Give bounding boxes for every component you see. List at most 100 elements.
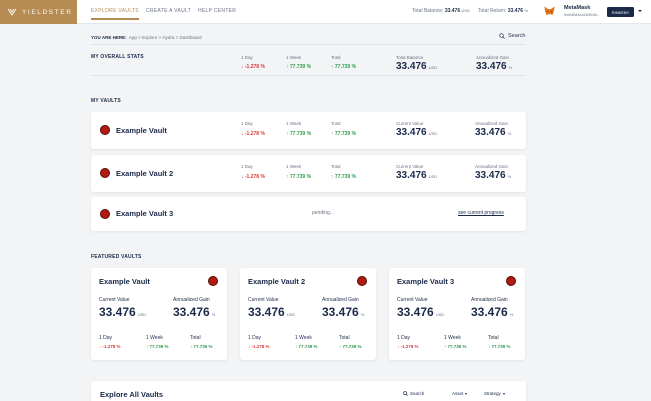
vault-current-label: Current Value	[396, 121, 424, 126]
vault-day-label: 1 Day	[241, 164, 253, 169]
featured-current-label: Current Value	[397, 297, 428, 303]
search-label: Search	[508, 33, 526, 39]
featured-total-label: Total	[190, 335, 201, 341]
featured-day-value: ↓ -1.278 %	[248, 344, 270, 349]
featured-day-label: 1 Day	[397, 335, 411, 341]
featured-vault-card[interactable]: Example Vault Current Value 33.476 USD An…	[91, 268, 227, 360]
overall-total-label: Total	[331, 55, 341, 60]
chevron-down-icon	[465, 392, 468, 395]
wallet-address: 0x6d5d3a41b5b3e...	[564, 12, 601, 17]
featured-day-value: ↓ -1.278 %	[99, 344, 121, 349]
featured-current-label: Current Value	[248, 297, 279, 303]
vault-row[interactable]: Example Vault 1 Day ↓ -1.278 % 1 Week ↑ …	[91, 112, 526, 149]
vault-day-label: 1 Day	[241, 121, 253, 126]
vault-icon	[506, 276, 516, 286]
brand-logo[interactable]: YIELDSTER	[0, 0, 77, 24]
featured-gain-value: 33.476%	[173, 305, 216, 319]
network-badge[interactable]: RINKEBY	[607, 7, 634, 17]
vault-gain-value: 33.476%	[475, 170, 512, 181]
featured-week-label: 1 Week	[295, 335, 312, 341]
featured-current-value: 33.476 USD	[99, 305, 147, 319]
vault-icon	[208, 276, 218, 286]
vault-day-value: ↓ -1.278 %	[241, 174, 265, 180]
see-progress-link[interactable]: see current progress	[458, 210, 504, 216]
featured-total-value: ↑ 77.739 %	[190, 344, 213, 349]
featured-vault-card[interactable]: Example Vault 3 Current Value 33.476 USD …	[389, 268, 525, 360]
featured-vault-card[interactable]: Example Vault 2 Current Value 33.476 USD …	[240, 268, 376, 360]
featured-current-label: Current Value	[99, 297, 130, 303]
vault-current-value: 33.476 USD	[396, 127, 438, 138]
overall-balance-value: 33.476 USD	[396, 61, 438, 72]
vault-row[interactable]: Example Vault 2 1 Day ↓ -1.278 % 1 Week …	[91, 155, 526, 192]
vault-total-value: ↑ 77.739 %	[331, 131, 357, 137]
vault-week-label: 1 Week	[286, 121, 302, 126]
featured-gain-label: Annualized Gain	[173, 297, 210, 303]
chevron-down-icon	[502, 392, 505, 395]
featured-week-value: ↑ 77.739 %	[295, 344, 318, 349]
overall-total-value: ↑ 77.739 %	[331, 64, 357, 70]
overall-gain-value: 33.476%	[476, 61, 513, 72]
vault-icon	[357, 276, 367, 286]
overall-balance-label: Total Balance	[396, 55, 424, 60]
nav-create-vault[interactable]: CREATE A VAULT	[146, 8, 192, 14]
explore-search-button[interactable]: Search	[403, 391, 424, 396]
explore-all-panel: Explore All Vaults Search Asset Strategy	[91, 381, 526, 401]
explore-search-label: Search	[410, 391, 425, 396]
explore-all-title: Explore All Vaults	[100, 390, 164, 399]
asset-filter-label: Asset	[452, 391, 464, 396]
divider	[91, 44, 526, 45]
vault-week-value: ↑ 77.739 %	[286, 174, 312, 180]
metamask-fox-icon	[544, 6, 555, 15]
featured-week-value: ↑ 77.739 %	[146, 344, 169, 349]
vault-name: Example Vault 3	[116, 209, 174, 218]
featured-vault-name: Example Vault 3	[397, 277, 455, 286]
total-return: Total Return: 33.476 %	[478, 8, 528, 14]
featured-week-label: 1 Week	[444, 335, 461, 341]
vault-icon	[100, 168, 110, 178]
top-bar: YIELDSTER EXPLORE VAULTS CREATE A VAULT …	[0, 0, 651, 24]
vault-row-pending[interactable]: Example Vault 3 pending... see current p…	[91, 197, 526, 231]
featured-total-label: Total	[488, 335, 499, 341]
vault-gain-value: 33.476%	[475, 127, 512, 138]
vault-week-label: 1 Week	[286, 164, 302, 169]
vault-total-label: Total	[331, 121, 341, 126]
vault-total-label: Total	[331, 164, 341, 169]
vault-status: pending...	[312, 210, 334, 216]
featured-total-value: ↑ 77.739 %	[488, 344, 511, 349]
overall-day-value: ↓ -1.278 %	[241, 64, 265, 70]
search-icon	[499, 33, 505, 39]
featured-gain-value: 33.476%	[471, 305, 514, 319]
breadcrumb-path[interactable]: App > Explore > Hydra > Dashboard	[128, 35, 202, 40]
featured-total-label: Total	[339, 335, 350, 341]
strategy-filter-dropdown[interactable]: Strategy	[484, 391, 505, 396]
featured-gain-label: Annualized Gain	[322, 297, 359, 303]
featured-vault-name: Example Vault	[99, 277, 150, 286]
overall-gain-label: Annualized Gain	[476, 55, 510, 60]
overall-stats-title: MY OVERALL STATS	[91, 54, 144, 60]
vault-current-label: Current Value	[396, 164, 424, 169]
vault-name: Example Vault	[116, 126, 167, 135]
featured-vaults-title: FEATURED VAULTS	[91, 254, 142, 260]
overall-week-label: 1 Week	[286, 55, 302, 60]
vault-day-value: ↓ -1.278 %	[241, 131, 265, 137]
featured-vault-name: Example Vault 2	[248, 277, 306, 286]
vault-icon	[100, 125, 110, 135]
search-icon	[403, 391, 408, 396]
featured-week-label: 1 Week	[146, 335, 163, 341]
yieldster-logo-icon	[7, 8, 17, 16]
search-button[interactable]: Search	[499, 33, 525, 39]
nav-explore-vaults[interactable]: EXPLORE VAULTS	[91, 8, 139, 20]
asset-filter-dropdown[interactable]: Asset	[452, 391, 468, 396]
my-vaults-title: MY VAULTS	[91, 98, 121, 104]
overall-day-label: 1 Day	[241, 55, 253, 60]
nav-help-center[interactable]: HELP CENTER	[198, 8, 237, 14]
wallet-menu-chevron-down-icon[interactable]	[638, 10, 642, 12]
featured-current-value: 33.476 USD	[248, 305, 296, 319]
wallet-provider: MetaMask	[564, 5, 591, 11]
featured-day-value: ↓ -1.278 %	[397, 344, 419, 349]
featured-day-label: 1 Day	[99, 335, 113, 341]
total-balance: Total Balance: 33.476 USD	[412, 8, 470, 14]
vault-name: Example Vault 2	[116, 169, 174, 178]
strategy-filter-label: Strategy	[484, 391, 501, 396]
vault-gain-label: Annualized Gain	[475, 121, 509, 126]
